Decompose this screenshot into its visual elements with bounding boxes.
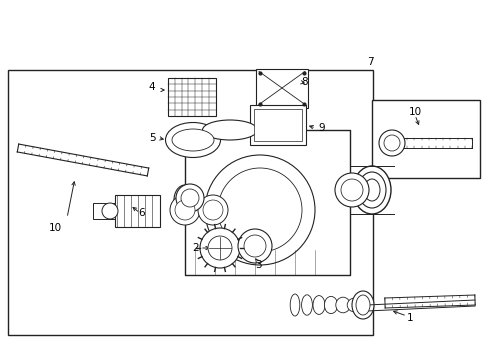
Ellipse shape <box>352 291 374 319</box>
Bar <box>115 195 160 227</box>
Text: 7: 7 <box>367 57 373 67</box>
Bar <box>8 70 373 335</box>
Circle shape <box>384 135 400 151</box>
Text: 10: 10 <box>49 223 62 233</box>
Circle shape <box>181 189 199 207</box>
Text: 4: 4 <box>148 82 155 92</box>
Ellipse shape <box>347 298 363 312</box>
Text: 10: 10 <box>409 107 421 117</box>
Circle shape <box>238 229 272 263</box>
Text: 3: 3 <box>255 260 261 270</box>
Circle shape <box>203 200 223 220</box>
Bar <box>254 109 302 141</box>
Circle shape <box>200 228 240 268</box>
Bar <box>250 105 306 145</box>
Circle shape <box>176 184 204 212</box>
Ellipse shape <box>356 295 370 315</box>
Ellipse shape <box>353 166 391 214</box>
Text: 6: 6 <box>139 208 146 218</box>
Circle shape <box>335 173 369 207</box>
Ellipse shape <box>166 122 220 158</box>
Circle shape <box>208 236 232 260</box>
Text: 8: 8 <box>302 77 308 87</box>
Text: 2: 2 <box>193 243 199 253</box>
Bar <box>168 78 216 116</box>
Ellipse shape <box>358 172 386 208</box>
Circle shape <box>198 195 228 225</box>
Ellipse shape <box>172 129 214 151</box>
Polygon shape <box>256 68 308 108</box>
Circle shape <box>379 130 405 156</box>
Circle shape <box>244 235 266 257</box>
Bar <box>93 203 115 219</box>
Text: 11: 11 <box>364 191 377 201</box>
Ellipse shape <box>313 296 325 314</box>
Text: 5: 5 <box>148 133 155 143</box>
Ellipse shape <box>302 295 313 315</box>
Text: 9: 9 <box>318 123 325 133</box>
Ellipse shape <box>324 296 338 314</box>
Circle shape <box>175 200 195 220</box>
Circle shape <box>102 203 118 219</box>
Ellipse shape <box>290 294 300 316</box>
Ellipse shape <box>174 185 196 215</box>
Text: 11: 11 <box>185 200 198 210</box>
Ellipse shape <box>202 120 258 140</box>
Bar <box>372 100 480 178</box>
Circle shape <box>341 179 363 201</box>
Circle shape <box>218 168 302 252</box>
Circle shape <box>170 195 200 225</box>
Ellipse shape <box>336 297 350 313</box>
Circle shape <box>205 155 315 265</box>
Ellipse shape <box>364 179 380 201</box>
Text: 1: 1 <box>407 313 413 323</box>
Bar <box>185 130 350 275</box>
